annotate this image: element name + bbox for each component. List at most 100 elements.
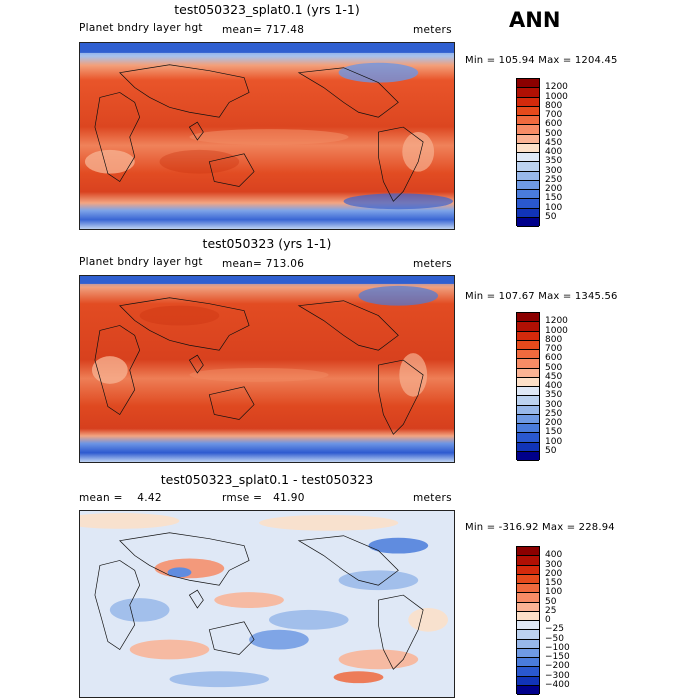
panel-1-map (79, 42, 455, 230)
colorbar-swatch (517, 630, 539, 640)
colorbar-swatch (517, 97, 539, 107)
panel-2-variable-label: Planet bndry layer hgt (79, 256, 203, 268)
panel-1-colorbar (516, 78, 540, 227)
colorbar-tick-label: 50 (545, 445, 557, 456)
colorbar-tick-label: 25 (545, 605, 557, 616)
colorbar-tick-label: 100 (545, 587, 563, 598)
colorbar-swatch (517, 602, 539, 612)
panel-3-rmse-label: rmse = 41.90 (222, 492, 305, 504)
colorbar-swatch (517, 171, 539, 181)
colorbar-swatch (517, 134, 539, 144)
colorbar-swatch (517, 153, 539, 163)
colorbar-tick-label: 600 (545, 353, 563, 364)
colorbar-swatch (517, 116, 539, 126)
panel-2-colorbar (516, 312, 540, 461)
colorbar-tick-label: 350 (545, 390, 563, 401)
colorbar-swatch (517, 621, 539, 631)
colorbar-tick-label: 1200 (545, 82, 568, 93)
colorbar-tick-label: 400 (545, 381, 563, 391)
colorbar-swatch (517, 639, 539, 649)
colorbar-tick-label: 500 (545, 128, 563, 139)
colorbar-swatch (517, 433, 539, 443)
colorbar-tick-label: 350 (545, 156, 563, 167)
colorbar-tick-label: 1000 (545, 325, 568, 336)
colorbar-tick-label: −300 (545, 670, 570, 681)
colorbar-swatch (517, 658, 539, 668)
colorbar-swatch (517, 322, 539, 332)
colorbar-swatch (517, 556, 539, 566)
panel-1-units-label: meters (413, 24, 452, 36)
panel-2-title: test050323 (yrs 1-1) (202, 236, 332, 251)
colorbar-swatch (517, 584, 539, 594)
colorbar-swatch (517, 442, 539, 452)
colorbar-tick-label: −400 (545, 679, 570, 690)
colorbar-swatch (517, 190, 539, 200)
panel-2-mean-label: mean= 713.06 (222, 258, 305, 270)
colorbar-tick-label: 800 (545, 334, 563, 345)
colorbar-tick-label: 1000 (545, 91, 568, 102)
colorbar-tick-label: 300 (545, 165, 563, 176)
colorbar-tick-label: 50 (545, 211, 557, 222)
colorbar-swatch (517, 396, 539, 406)
panel-3-map (79, 510, 455, 698)
panel-2-minmax: Min = 107.67 Max = 1345.56 (465, 291, 618, 302)
colorbar-tick-label: −150 (545, 652, 570, 662)
panel-3-units-label: meters (413, 492, 452, 504)
colorbar-tick-label: 400 (545, 550, 563, 561)
colorbar-tick-label: 700 (545, 344, 563, 354)
panel-3-mean-label: mean = 4.42 (79, 492, 162, 504)
colorbar-swatch (517, 199, 539, 209)
colorbar-swatch (517, 180, 539, 190)
colorbar-swatch (517, 547, 539, 557)
colorbar-swatch (517, 405, 539, 415)
panel-1-title: test050323_splat0.1 (yrs 1-1) (174, 2, 360, 17)
colorbar-swatch (517, 377, 539, 387)
colorbar-tick-label: 300 (545, 559, 563, 570)
colorbar-swatch (517, 125, 539, 135)
panel-1-variable-label: Planet bndry layer hgt (79, 22, 203, 34)
colorbar-tick-label: 200 (545, 418, 563, 428)
colorbar-tick-label: 50 (545, 596, 557, 607)
colorbar-tick-label: 450 (545, 371, 563, 382)
colorbar-tick-label: −50 (545, 633, 564, 644)
colorbar-tick-label: 150 (545, 578, 563, 588)
colorbar-tick-label: 250 (545, 174, 563, 185)
panel-2-units-label: meters (413, 258, 452, 270)
colorbar-tick-label: 500 (545, 362, 563, 373)
colorbar-swatch (517, 574, 539, 584)
colorbar-swatch (517, 331, 539, 341)
colorbar-tick-label: −25 (545, 624, 564, 635)
colorbar-swatch (517, 667, 539, 677)
colorbar-tick-label: 600 (545, 119, 563, 130)
colorbar-swatch (517, 593, 539, 603)
colorbar-swatch (517, 565, 539, 575)
colorbar-swatch (517, 451, 539, 461)
colorbar-tick-label: 700 (545, 110, 563, 120)
colorbar-swatch (517, 685, 539, 695)
colorbar-swatch (517, 676, 539, 686)
panel-1-mean-label: mean= 717.48 (222, 24, 305, 36)
colorbar-swatch (517, 414, 539, 424)
season-label: ANN (509, 8, 561, 32)
colorbar-tick-label: 250 (545, 408, 563, 419)
colorbar-swatch (517, 359, 539, 369)
panel-3-colorbar (516, 546, 540, 695)
colorbar-swatch (517, 106, 539, 116)
panel-1-minmax: Min = 105.94 Max = 1204.45 (465, 55, 618, 66)
colorbar-swatch (517, 217, 539, 227)
colorbar-swatch (517, 313, 539, 323)
colorbar-swatch (517, 611, 539, 621)
colorbar-swatch (517, 143, 539, 153)
colorbar-swatch (517, 424, 539, 434)
colorbar-tick-label: 450 (545, 137, 563, 148)
panel-3-title: test050323_splat0.1 - test050323 (160, 472, 374, 487)
colorbar-swatch (517, 340, 539, 350)
colorbar-tick-label: 800 (545, 100, 563, 111)
colorbar-tick-label: 200 (545, 568, 563, 579)
colorbar-swatch (517, 208, 539, 218)
colorbar-swatch (517, 387, 539, 397)
colorbar-tick-label: 1200 (545, 316, 568, 327)
colorbar-swatch (517, 88, 539, 98)
colorbar-tick-label: 150 (545, 427, 563, 438)
colorbar-tick-label: 0 (545, 615, 551, 625)
